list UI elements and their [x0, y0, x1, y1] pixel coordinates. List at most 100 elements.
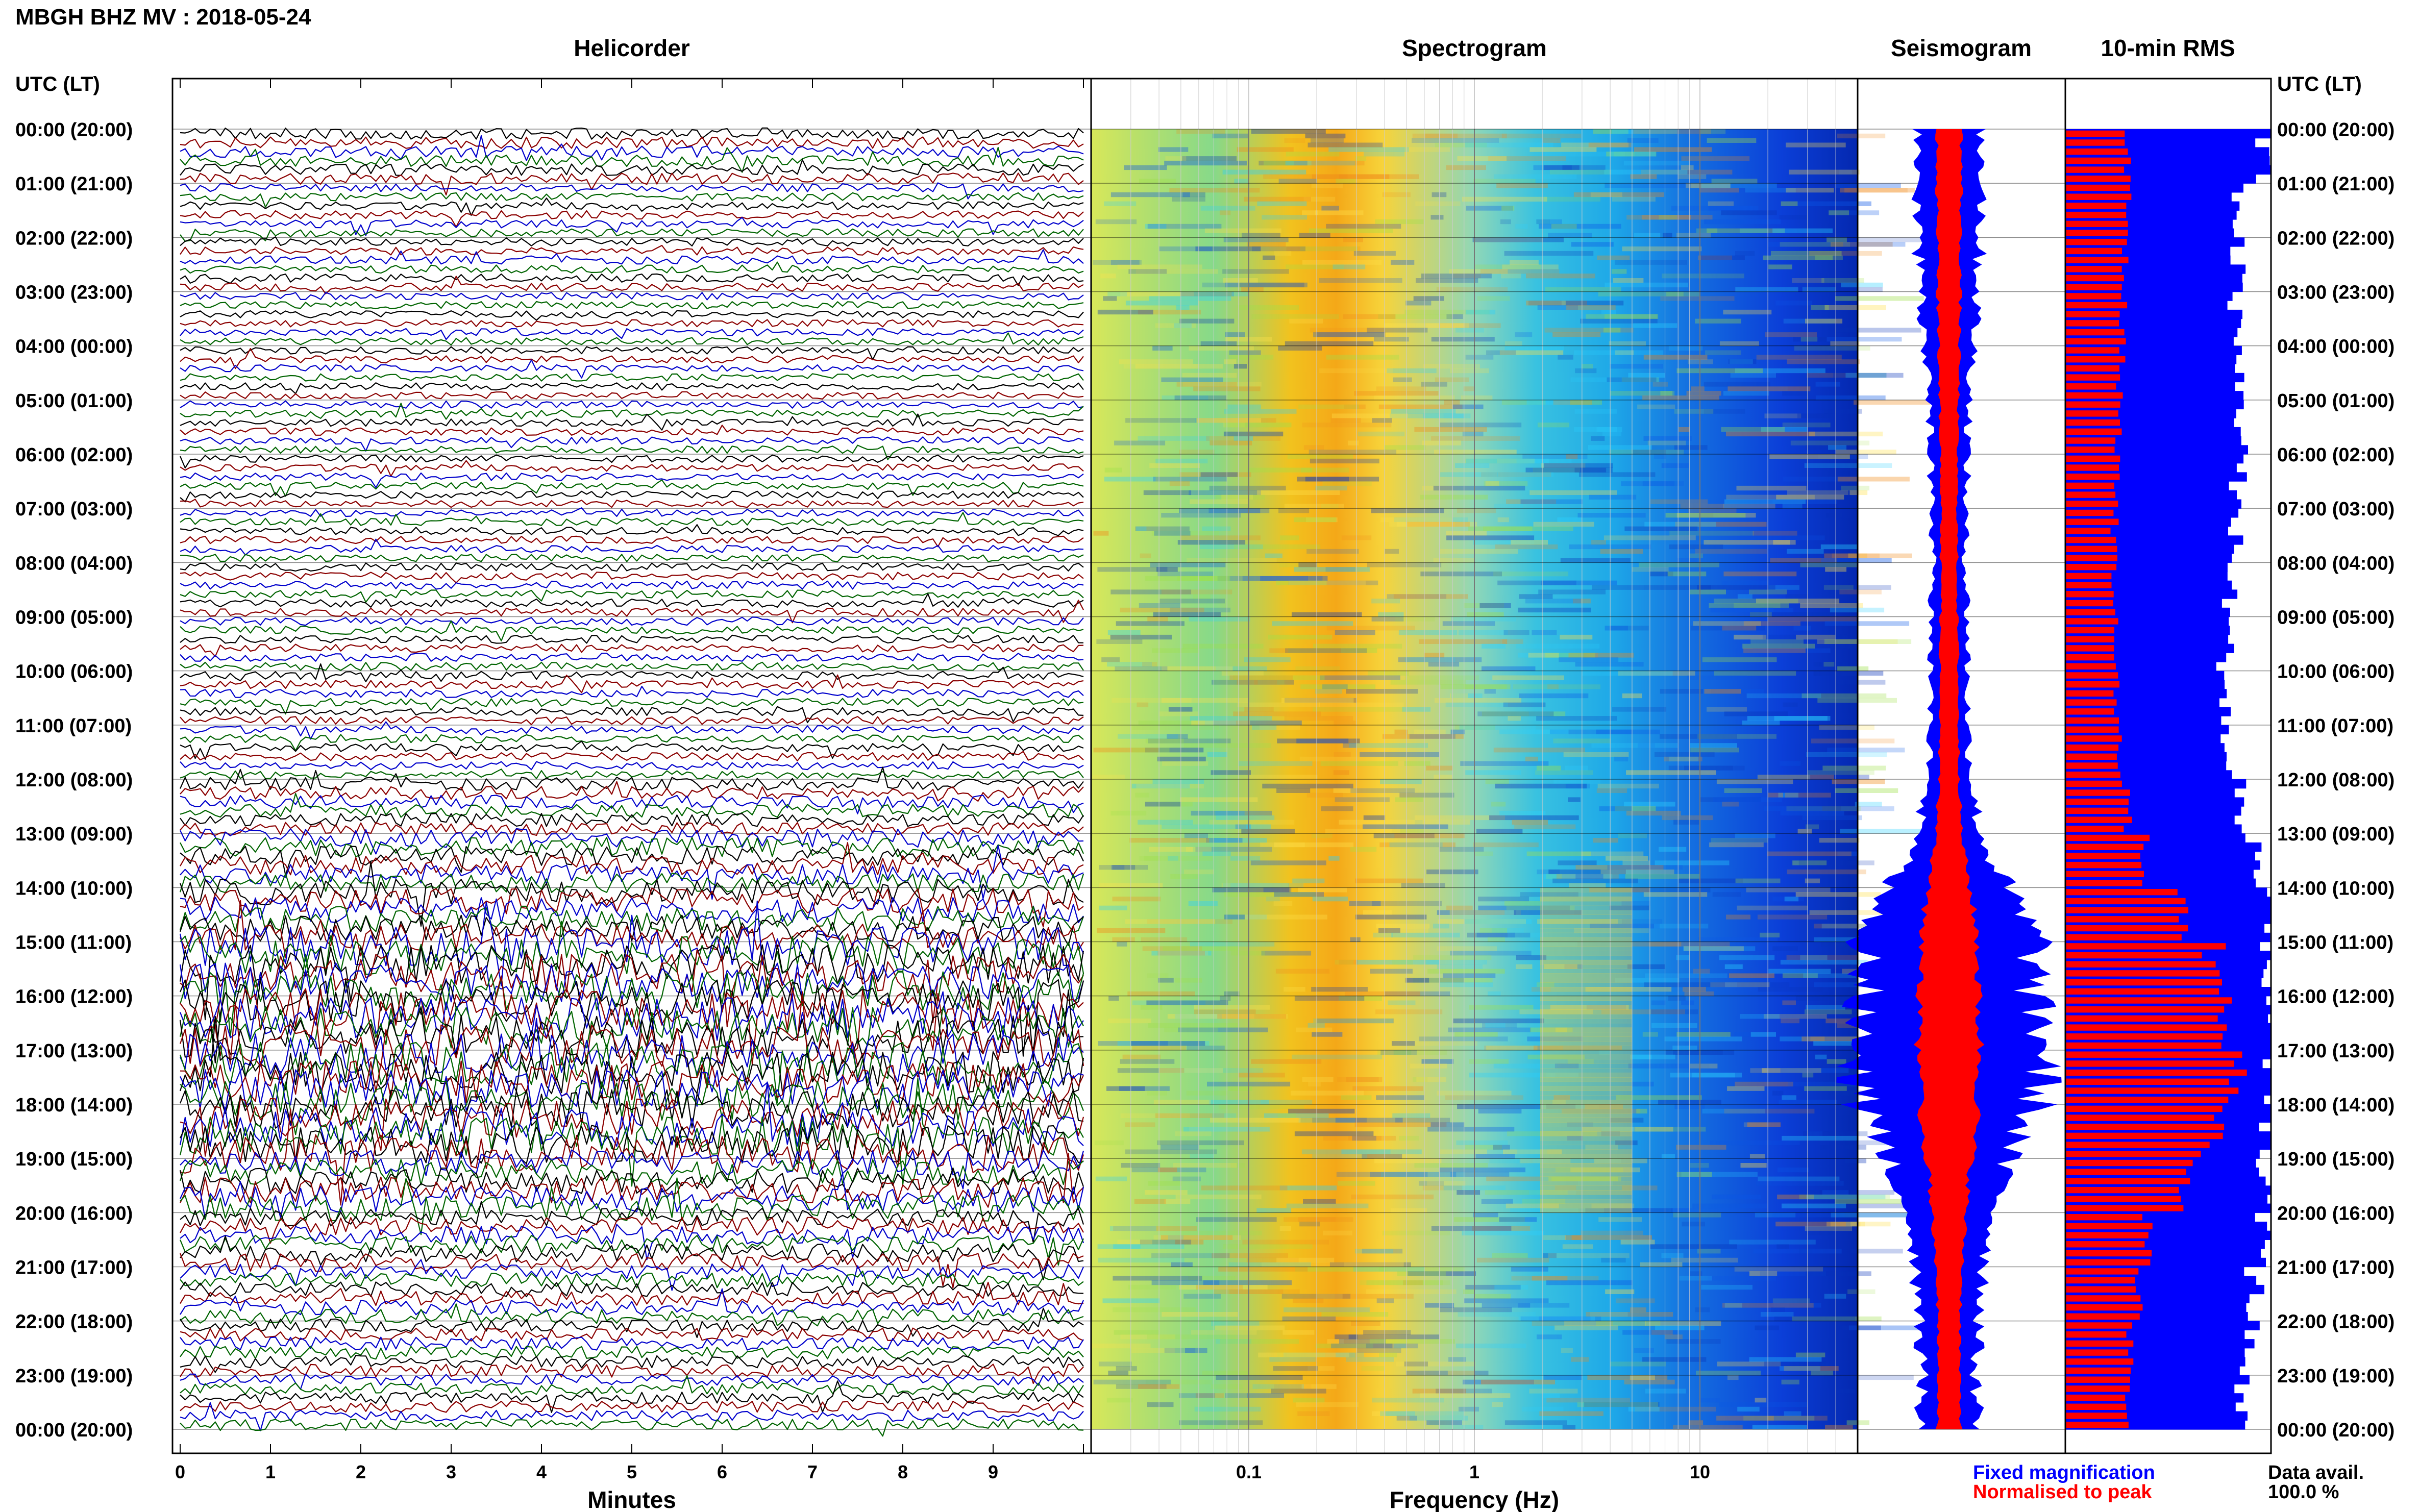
rms-bar-normalised	[2065, 293, 2121, 300]
rms-bar-normalised	[2065, 1322, 2132, 1329]
rms-bar-normalised	[2065, 365, 2119, 372]
helicorder-traces	[179, 127, 1084, 1437]
rms-bar-normalised	[2065, 455, 2120, 462]
seismogram-normalised-to-peak	[1913, 129, 1985, 1429]
rms-bar-normalised	[2065, 1232, 2149, 1238]
rms-bar-normalised	[2065, 509, 2114, 516]
rms-bar-normalised	[2065, 1286, 2136, 1293]
rms-bar-normalised	[2065, 266, 2122, 272]
time-label-right: 12:00 (08:00)	[2277, 770, 2395, 791]
time-label-right: 21:00 (17:00)	[2277, 1257, 2395, 1279]
rms-frame	[2064, 78, 2272, 1454]
rms-bar-normalised	[2065, 645, 2114, 652]
spectrogram-texture	[1091, 129, 1939, 1430]
rms-bar-normalised	[2065, 401, 2120, 408]
rms-bar-normalised	[2065, 211, 2127, 218]
spectrogram-x-tick-label: 1	[1469, 1461, 1479, 1482]
time-label-left: 21:00 (17:00)	[15, 1257, 133, 1279]
rms-bar-normalised	[2065, 284, 2122, 290]
rms-bar-normalised	[2065, 392, 2123, 399]
rms-bar-normalised	[2065, 1268, 2139, 1275]
time-label-right: 00:00 (20:00)	[2277, 1420, 2395, 1441]
helicorder-title: Helicorder	[574, 35, 690, 61]
time-label-left: 20:00 (16:00)	[15, 1203, 133, 1224]
rms-bar-normalised	[2065, 482, 2114, 489]
rms-bar-normalised	[2065, 419, 2120, 426]
rms-bar-normalised	[2065, 1331, 2127, 1338]
rms-bar-normalised	[2065, 1178, 2190, 1184]
time-label-left: 16:00 (12:00)	[15, 986, 133, 1008]
rms-bar-normalised	[2065, 555, 2117, 561]
rms-bar-normalised	[2065, 573, 2112, 580]
rms-bar-normalised	[2065, 1295, 2141, 1302]
rms-bar-normalised	[2065, 184, 2130, 191]
rms-bar-normalised	[2065, 203, 2127, 209]
helicorder-x-tick-label: 1	[265, 1461, 276, 1482]
rms-bar-normalised	[2065, 609, 2115, 615]
rms-bar-normalised	[2065, 663, 2116, 670]
rms-bar-normalised	[2065, 1385, 2130, 1392]
rms-bar-normalised	[2065, 753, 2117, 760]
rms-bar-normalised	[2065, 338, 2126, 344]
rms-bar-normalised	[2065, 799, 2129, 805]
time-label-right: 02:00 (22:00)	[2277, 228, 2395, 249]
rms-bar-normalised	[2065, 220, 2128, 227]
rms-bar-normalised	[2065, 139, 2125, 146]
time-label-left: 19:00 (15:00)	[15, 1149, 133, 1170]
rms-bar-normalised	[2065, 247, 2122, 255]
rms-bar-normalised	[2065, 861, 2142, 869]
rms-bar-normalised	[2065, 564, 2117, 571]
rms-bar-normalised	[2065, 627, 2114, 634]
rms-bar-normalised	[2065, 708, 2114, 715]
time-label-left: 10:00 (06:00)	[15, 661, 133, 683]
rms-bar-normalised	[2065, 1142, 2210, 1148]
rms-bar-normalised	[2065, 447, 2115, 453]
legend-fixed-magnification: Fixed magnification	[1973, 1462, 2155, 1483]
rms-bar-normalised	[2065, 1124, 2225, 1130]
rms-bar-normalised	[2065, 816, 2132, 823]
time-label-right: 08:00 (04:00)	[2277, 553, 2395, 574]
helicorder-x-tick-label: 0	[175, 1461, 185, 1482]
rms-bar-normalised	[2065, 618, 2118, 625]
rms-bar-normalised	[2065, 374, 2120, 381]
rms-bar-normalised	[2065, 961, 2216, 968]
rms-bar-normalised	[2065, 952, 2202, 959]
time-label-right: 23:00 (19:00)	[2277, 1366, 2395, 1387]
rms-bar-normalised	[2065, 681, 2120, 688]
time-label-left: 01:00 (21:00)	[15, 173, 133, 195]
rms-bar-normalised	[2065, 1196, 2181, 1202]
rms-bar-normalised	[2065, 1105, 2223, 1112]
rms-bar-normalised	[2065, 518, 2119, 525]
rms-bar-normalised	[2065, 834, 2150, 841]
rms-bar-normalised	[2065, 880, 2142, 886]
rms-bar-normalised	[2065, 320, 2119, 327]
helicorder-x-tick-label: 6	[717, 1461, 727, 1482]
rms-bar-normalised	[2065, 690, 2114, 697]
rms-bar-normalised	[2065, 1214, 2142, 1221]
rms-bar-normalised	[2065, 1087, 2239, 1094]
spectrogram-x-label: Frequency (Hz)	[1390, 1486, 1559, 1512]
rms-bar-normalised	[2065, 780, 2122, 787]
rms-bar-normalised	[2065, 916, 2179, 923]
time-label-left: 07:00 (03:00)	[15, 499, 133, 520]
rms-bar-normalised	[2065, 1006, 2225, 1013]
rms-bar-normalised	[2065, 1151, 2201, 1157]
rms-bar-normalised	[2065, 907, 2188, 913]
time-label-left: 13:00 (09:00)	[15, 824, 133, 845]
rms-bar-normalised	[2065, 1205, 2184, 1211]
time-label-left: 05:00 (01:00)	[15, 390, 133, 412]
rms-bar-normalised	[2065, 717, 2119, 724]
rms-bar-normalised	[2065, 148, 2128, 155]
rms-bar-normalised	[2065, 1169, 2186, 1175]
rms-bar-normalised	[2065, 726, 2119, 733]
legend-normalised-to-peak: Normalised to peak	[1973, 1481, 2152, 1503]
helicorder-x-tick-label: 3	[446, 1461, 456, 1482]
time-label-left: 22:00 (18:00)	[15, 1311, 133, 1333]
rms-bar-normalised	[2065, 1304, 2143, 1311]
time-label-right: 07:00 (03:00)	[2277, 499, 2395, 520]
rms-bar-normalised	[2065, 1259, 2151, 1266]
time-label-right: 03:00 (23:00)	[2277, 282, 2395, 304]
time-label-right: 10:00 (06:00)	[2277, 661, 2395, 683]
rms-bar-normalised	[2065, 1376, 2130, 1383]
rms-bar-normalised	[2065, 275, 2124, 282]
